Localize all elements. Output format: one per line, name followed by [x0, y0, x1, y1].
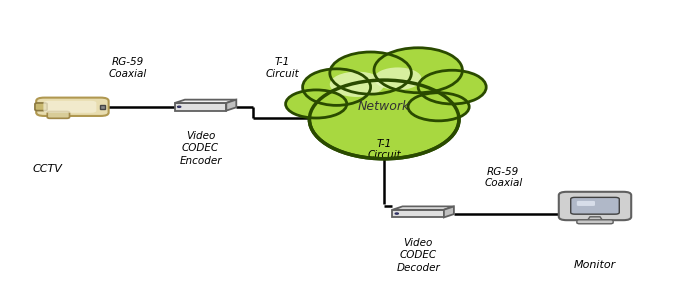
Polygon shape	[392, 210, 444, 217]
Text: Video
CODEC
Encoder: Video CODEC Encoder	[180, 131, 222, 166]
FancyBboxPatch shape	[36, 98, 109, 116]
Polygon shape	[226, 100, 237, 111]
Polygon shape	[175, 100, 237, 103]
Text: Monitor: Monitor	[574, 260, 616, 270]
Circle shape	[395, 213, 398, 214]
Text: Network: Network	[358, 100, 410, 113]
Polygon shape	[444, 207, 454, 217]
Polygon shape	[587, 217, 603, 221]
Ellipse shape	[330, 72, 384, 97]
FancyBboxPatch shape	[48, 112, 69, 118]
FancyBboxPatch shape	[577, 201, 595, 206]
Text: RG-59
Coaxial: RG-59 Coaxial	[484, 167, 522, 188]
Text: T-1
Circuit: T-1 Circuit	[367, 139, 401, 160]
Polygon shape	[392, 207, 454, 210]
FancyBboxPatch shape	[101, 105, 105, 109]
FancyBboxPatch shape	[35, 103, 47, 111]
Ellipse shape	[418, 70, 486, 104]
Polygon shape	[175, 103, 226, 111]
FancyBboxPatch shape	[571, 197, 619, 214]
Circle shape	[177, 106, 181, 108]
Text: RG-59
Coaxial: RG-59 Coaxial	[109, 57, 147, 79]
Ellipse shape	[374, 67, 422, 90]
FancyBboxPatch shape	[577, 220, 613, 224]
Ellipse shape	[374, 48, 462, 93]
Ellipse shape	[408, 93, 469, 121]
Ellipse shape	[330, 52, 411, 94]
Text: Video
CODEC
Decoder: Video CODEC Decoder	[396, 238, 440, 273]
Ellipse shape	[303, 69, 371, 105]
Text: CCTV: CCTV	[33, 164, 63, 174]
FancyBboxPatch shape	[559, 192, 631, 220]
Ellipse shape	[286, 90, 347, 118]
Text: T-1
Circuit: T-1 Circuit	[265, 57, 299, 79]
Ellipse shape	[309, 80, 459, 159]
FancyBboxPatch shape	[44, 101, 97, 113]
